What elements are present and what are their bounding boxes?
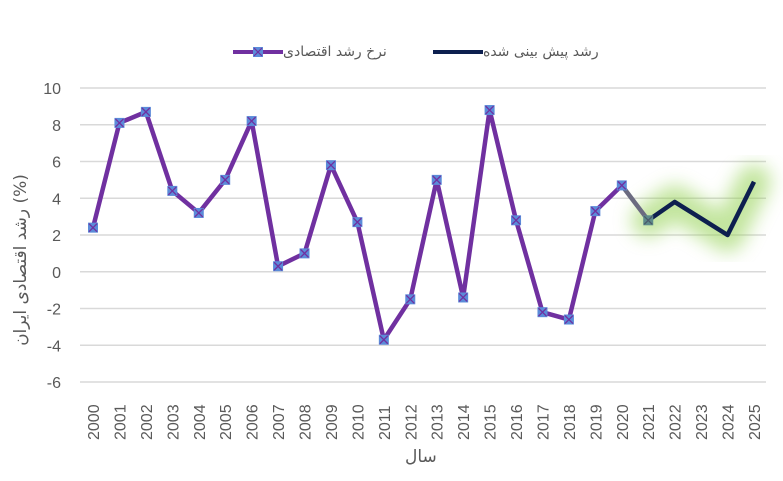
x-tick-label: 2015: [483, 404, 500, 440]
forecast-line: [646, 180, 757, 238]
x-tick-label: 2025: [747, 404, 764, 440]
data-point-marker[interactable]: [273, 261, 284, 272]
x-tick-label: 2000: [86, 404, 103, 440]
x-tick-label: 2017: [535, 404, 552, 440]
forecast-line-icon: [433, 50, 483, 54]
y-axis-ticks: 10 8 6 4 2 0 -2 -4 -6: [43, 81, 61, 392]
data-point-marker[interactable]: [193, 207, 204, 218]
x-tick-label: 2021: [641, 404, 658, 440]
x-axis-ticks: 2000 2001 2002 2003 2004 2005 2006 2007 2008 2009…: [86, 404, 764, 440]
data-point-marker[interactable]: [299, 248, 310, 259]
data-point-marker[interactable]: [325, 160, 336, 171]
x-tick-label: 2012: [403, 404, 420, 440]
legend-item-forecast[interactable]: رشد پیش بینی شده: [433, 40, 599, 64]
x-tick-label: 2020: [615, 404, 632, 440]
x-tick-label: 2007: [271, 404, 288, 440]
y-tick-label: 0: [52, 265, 61, 282]
data-point-marker[interactable]: [246, 116, 257, 127]
data-point-marker[interactable]: [405, 294, 416, 305]
data-point-marker[interactable]: [220, 174, 231, 185]
legend-item-growth[interactable]: نرخ رشد اقتصادی: [233, 40, 387, 64]
y-tick-label: 6: [52, 155, 61, 172]
transition-segment: [619, 183, 651, 223]
data-point-marker[interactable]: [590, 206, 601, 217]
x-tick-label: 2005: [218, 404, 235, 440]
y-tick-label: -6: [47, 375, 61, 392]
x-tick-label: 2023: [694, 404, 711, 440]
y-tick-label: 2: [52, 228, 61, 245]
x-tick-label: 2018: [562, 404, 579, 440]
data-point-marker[interactable]: [88, 222, 98, 233]
y-tick-label: 10: [43, 81, 61, 98]
x-axis-title: سال: [405, 447, 437, 467]
y-tick-label: -4: [47, 338, 61, 355]
y-tick-label: 4: [52, 191, 61, 208]
x-tick-label: 2011: [377, 405, 394, 440]
data-point-marker[interactable]: [616, 180, 627, 191]
data-point-marker[interactable]: [140, 106, 151, 117]
x-tick-label: 2013: [430, 404, 447, 440]
x-tick-label: 2024: [721, 404, 738, 440]
x-tick-label: 2022: [668, 404, 685, 440]
data-point-marker[interactable]: [378, 334, 389, 345]
legend-label-growth: نرخ رشد اقتصادی: [283, 44, 387, 60]
data-point-marker[interactable]: [458, 292, 469, 303]
x-tick-label: 2004: [192, 404, 209, 440]
series-markers: [88, 105, 654, 345]
x-tick-label: 2016: [509, 404, 526, 440]
x-tick-label: 2006: [245, 404, 262, 440]
x-tick-label: 2010: [350, 404, 367, 440]
x-tick-label: 2009: [324, 404, 341, 440]
data-point-marker[interactable]: [352, 217, 363, 228]
y-axis-title-text: رشد اقتصادی ایران (%): [11, 174, 31, 346]
legend: رشد پیش بینی شده نرخ رشد اقتصادی: [0, 40, 783, 64]
legend-label-forecast: رشد پیش بینی شده: [483, 44, 599, 60]
data-point-marker[interactable]: [431, 174, 442, 185]
growth-line-marker-icon: [233, 47, 283, 57]
x-tick-label: 2019: [588, 404, 605, 440]
data-point-marker[interactable]: [537, 307, 548, 318]
x-tick-label: 2003: [165, 404, 182, 440]
data-point-marker[interactable]: [563, 314, 574, 325]
x-tick-label: 2002: [139, 404, 156, 440]
x-tick-label: 2014: [456, 404, 473, 440]
y-tick-label: 8: [52, 118, 61, 135]
data-point-marker[interactable]: [484, 105, 495, 116]
y-axis-title: رشد اقتصادی ایران (%): [6, 150, 36, 370]
data-point-marker[interactable]: [167, 185, 178, 196]
data-point-marker[interactable]: [114, 117, 125, 128]
y-tick-label: -2: [47, 302, 61, 319]
data-point-marker[interactable]: [511, 215, 522, 226]
x-tick-label: 2008: [298, 404, 315, 440]
data-point-marker[interactable]: [643, 215, 654, 226]
x-tick-label: 2001: [112, 404, 129, 440]
